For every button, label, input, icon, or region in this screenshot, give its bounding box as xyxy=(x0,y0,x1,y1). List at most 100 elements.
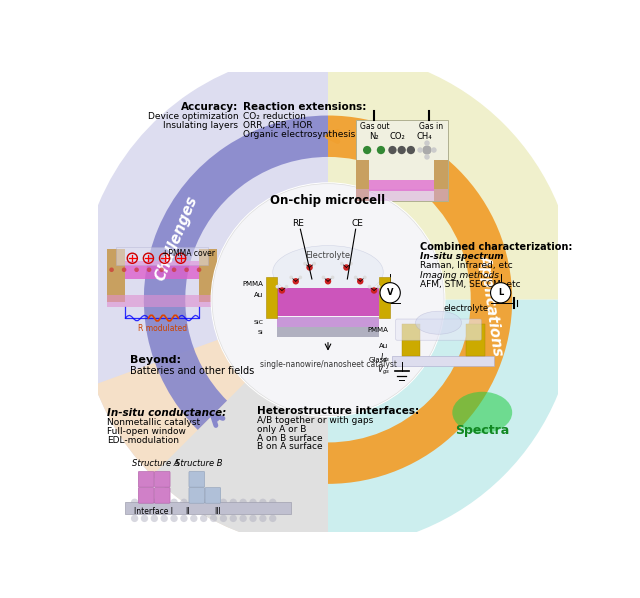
Text: Si: Si xyxy=(258,330,264,335)
Text: $I_{ds}$: $I_{ds}$ xyxy=(380,352,390,364)
FancyBboxPatch shape xyxy=(396,319,481,340)
Text: V: V xyxy=(387,288,394,297)
Text: Challenges: Challenges xyxy=(152,194,200,283)
Text: III: III xyxy=(214,507,221,516)
Wedge shape xyxy=(328,115,512,484)
Circle shape xyxy=(170,499,178,506)
Polygon shape xyxy=(125,502,291,514)
FancyBboxPatch shape xyxy=(138,471,154,487)
Circle shape xyxy=(180,499,188,506)
Circle shape xyxy=(321,276,325,279)
FancyBboxPatch shape xyxy=(154,487,170,503)
Wedge shape xyxy=(152,300,328,548)
FancyBboxPatch shape xyxy=(154,471,170,487)
Circle shape xyxy=(289,276,293,279)
Text: A/B together or with gaps: A/B together or with gaps xyxy=(257,416,373,425)
Bar xyxy=(379,277,390,318)
Circle shape xyxy=(424,141,430,146)
Circle shape xyxy=(367,285,371,288)
Text: Accuracy:: Accuracy: xyxy=(181,102,238,112)
Text: SiC: SiC xyxy=(253,320,264,325)
Circle shape xyxy=(354,276,358,279)
Circle shape xyxy=(388,146,397,154)
Circle shape xyxy=(230,515,237,522)
Bar xyxy=(434,160,448,201)
Circle shape xyxy=(212,184,444,416)
Text: Structure A: Structure A xyxy=(132,459,179,468)
Circle shape xyxy=(210,499,217,506)
Text: single-nanowire/nanosheet catalyst: single-nanowire/nanosheet catalyst xyxy=(259,361,397,370)
Circle shape xyxy=(180,515,188,522)
Circle shape xyxy=(200,515,207,522)
Text: +PMMA cover: +PMMA cover xyxy=(162,249,215,258)
Bar xyxy=(277,327,379,337)
Text: Glass: Glass xyxy=(369,356,388,362)
Text: PMMA: PMMA xyxy=(243,280,264,286)
Circle shape xyxy=(239,499,247,506)
Circle shape xyxy=(303,262,307,266)
Text: Gas in: Gas in xyxy=(419,123,443,132)
Text: CH₄: CH₄ xyxy=(417,132,433,141)
Circle shape xyxy=(150,499,158,506)
Text: Spectra: Spectra xyxy=(455,424,509,437)
Circle shape xyxy=(357,278,364,285)
Circle shape xyxy=(147,267,152,272)
Circle shape xyxy=(312,262,316,266)
Circle shape xyxy=(190,499,198,506)
Text: Beyond:: Beyond: xyxy=(130,355,181,365)
Circle shape xyxy=(134,267,139,272)
Circle shape xyxy=(172,267,177,272)
Bar xyxy=(392,356,494,367)
Text: Electrolyte: Electrolyte xyxy=(305,251,351,261)
Circle shape xyxy=(141,515,148,522)
Ellipse shape xyxy=(452,392,512,433)
Text: EDL-modulation: EDL-modulation xyxy=(107,435,179,444)
Text: CE: CE xyxy=(352,219,364,228)
Circle shape xyxy=(211,182,445,417)
Circle shape xyxy=(250,499,257,506)
Circle shape xyxy=(343,264,349,271)
Circle shape xyxy=(490,283,511,303)
Circle shape xyxy=(184,267,189,272)
Circle shape xyxy=(190,515,198,522)
Circle shape xyxy=(276,285,279,288)
Text: Nonmetallic catalyst: Nonmetallic catalyst xyxy=(107,418,200,427)
Text: PMMA: PMMA xyxy=(367,327,388,332)
Circle shape xyxy=(161,499,168,506)
Circle shape xyxy=(407,146,415,154)
Text: Heterostructure interfaces:: Heterostructure interfaces: xyxy=(257,405,419,416)
Circle shape xyxy=(324,278,332,285)
Text: Imaging methods: Imaging methods xyxy=(420,271,499,280)
Text: $V_{gs}$: $V_{gs}$ xyxy=(377,364,390,377)
Text: electrolyte: electrolyte xyxy=(444,304,489,313)
Wedge shape xyxy=(328,300,577,548)
Text: On-chip microcell: On-chip microcell xyxy=(271,194,385,207)
Circle shape xyxy=(131,499,138,506)
FancyBboxPatch shape xyxy=(189,471,205,487)
FancyBboxPatch shape xyxy=(116,247,208,265)
Circle shape xyxy=(285,285,289,288)
Text: RE: RE xyxy=(292,219,304,228)
Circle shape xyxy=(371,287,377,294)
Text: N₂: N₂ xyxy=(369,132,379,141)
Circle shape xyxy=(196,267,202,272)
Circle shape xyxy=(269,499,276,506)
Wedge shape xyxy=(94,300,328,548)
Text: ORR, OER, HOR: ORR, OER, HOR xyxy=(243,121,312,130)
FancyBboxPatch shape xyxy=(205,487,221,503)
Bar xyxy=(356,189,448,201)
Text: Reaction extensions:: Reaction extensions: xyxy=(243,102,366,112)
Ellipse shape xyxy=(273,246,383,298)
Text: Batteries and other fields: Batteries and other fields xyxy=(130,365,254,376)
Circle shape xyxy=(380,283,400,303)
Text: Raman, Infrared, etc: Raman, Infrared, etc xyxy=(420,261,513,270)
Text: In-situ spectrum: In-situ spectrum xyxy=(420,252,504,261)
Circle shape xyxy=(349,262,353,266)
Bar xyxy=(199,249,218,302)
Circle shape xyxy=(298,276,302,279)
Circle shape xyxy=(363,276,367,279)
Circle shape xyxy=(424,154,430,160)
Circle shape xyxy=(259,515,267,522)
Text: A on B surface: A on B surface xyxy=(257,434,323,443)
Wedge shape xyxy=(328,51,577,300)
